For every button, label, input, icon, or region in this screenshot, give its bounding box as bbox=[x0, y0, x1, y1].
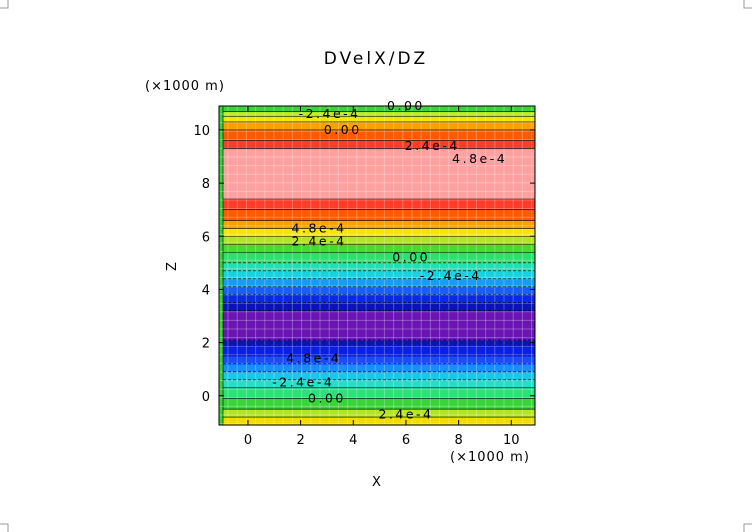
contour-label: 0.00 bbox=[324, 122, 362, 137]
contour-label: -2.4e-4 bbox=[420, 268, 482, 283]
contour-label: 4.8e-4 bbox=[452, 151, 507, 166]
band-19 bbox=[219, 236, 535, 245]
band-26 bbox=[219, 129, 535, 142]
band-14 bbox=[219, 278, 535, 288]
band-2 bbox=[219, 398, 535, 410]
band-21 bbox=[219, 220, 535, 229]
band-8 bbox=[219, 345, 535, 357]
x-axis-units: (×1000 m) bbox=[450, 450, 530, 465]
contour-label: 0.00 bbox=[308, 390, 346, 405]
band-6 bbox=[219, 363, 535, 373]
contour-label: -2.4e-4 bbox=[299, 106, 361, 121]
band-15 bbox=[219, 270, 535, 280]
band-20 bbox=[219, 228, 535, 237]
band-27 bbox=[219, 121, 535, 131]
chart-title: DVelX/DZ bbox=[324, 49, 428, 69]
x-axis-label: X bbox=[372, 475, 382, 490]
y-axis-label: Z bbox=[165, 261, 180, 271]
band-24 bbox=[219, 148, 535, 200]
x-tick-label: 8 bbox=[454, 433, 462, 448]
heatmap-bands bbox=[219, 106, 535, 426]
y-tick-label: 0 bbox=[202, 390, 210, 405]
contour-label: 2.4e-4 bbox=[378, 406, 433, 421]
contour-label: 4.8e-4 bbox=[286, 351, 341, 366]
band-29 bbox=[219, 111, 535, 118]
band-10 bbox=[219, 310, 535, 341]
band-17 bbox=[219, 252, 535, 264]
band-7 bbox=[219, 355, 535, 365]
contour-label: 0.00 bbox=[392, 250, 430, 265]
band-13 bbox=[219, 286, 535, 296]
band-23 bbox=[219, 199, 535, 211]
contour-label: 2.4e-4 bbox=[405, 138, 460, 153]
x-tick-label: 2 bbox=[296, 433, 304, 448]
crop-mark-bottom-left bbox=[0, 523, 9, 532]
plot-frame bbox=[218, 105, 536, 426]
band-9 bbox=[219, 339, 535, 346]
band-30 bbox=[219, 106, 535, 112]
y-tick-label: 6 bbox=[202, 230, 210, 245]
band-16 bbox=[219, 262, 535, 272]
band-25 bbox=[219, 140, 535, 150]
contour-label: 2.4e-4 bbox=[292, 234, 347, 249]
crop-mark-top-left bbox=[0, 0, 9, 9]
contour-lines bbox=[223, 111, 535, 418]
contour-label: -2.4e-4 bbox=[272, 374, 334, 389]
y-tick-label: 4 bbox=[202, 283, 210, 298]
y-tick-label: 8 bbox=[202, 177, 210, 192]
contour-label: 4.8e-4 bbox=[292, 220, 347, 235]
y-axis-ticks: 0 2 4 6 8 10 bbox=[193, 124, 535, 405]
x-tick-label: 6 bbox=[402, 433, 410, 448]
band-28 bbox=[219, 116, 535, 123]
band-4 bbox=[219, 379, 535, 389]
y-tick-label: 2 bbox=[202, 337, 210, 352]
band-3 bbox=[219, 387, 535, 400]
band-11 bbox=[219, 302, 535, 312]
left-edge-strip bbox=[219, 106, 223, 425]
contour-labels: 0.00-2.4e-40.002.4e-44.8e-44.8e-42.4e-40… bbox=[272, 98, 507, 421]
band-5 bbox=[219, 371, 535, 381]
x-axis-ticks: 0 2 4 6 8 10 bbox=[244, 106, 520, 448]
y-tick-label: 10 bbox=[193, 124, 210, 139]
band-12 bbox=[219, 294, 535, 304]
band-22 bbox=[219, 209, 535, 221]
crop-mark-top-right bbox=[743, 0, 752, 9]
band-1 bbox=[219, 409, 535, 418]
x-tick-label: 4 bbox=[349, 433, 357, 448]
band-18 bbox=[219, 244, 535, 253]
y-axis-units: (×1000 m) bbox=[145, 79, 225, 94]
x-tick-label: 0 bbox=[244, 433, 252, 448]
band-0 bbox=[219, 417, 535, 426]
x-tick-label: 10 bbox=[503, 433, 520, 448]
crop-mark-bottom-right bbox=[743, 523, 752, 532]
